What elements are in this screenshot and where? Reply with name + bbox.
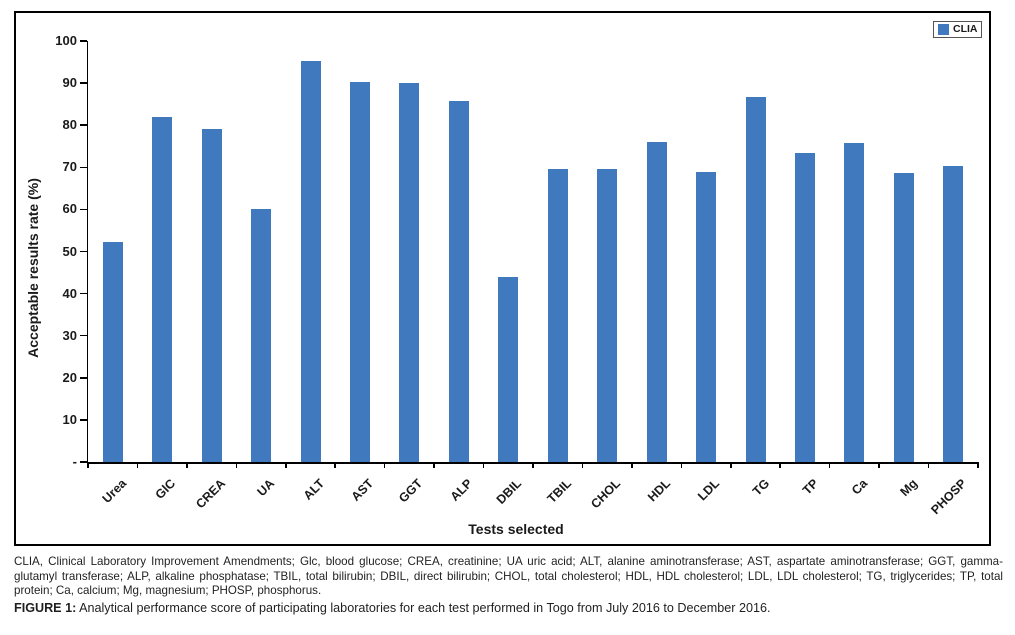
x-tick — [581, 462, 584, 468]
x-tick — [433, 462, 435, 468]
y-tick — [80, 124, 87, 126]
bar-ua — [251, 209, 272, 462]
y-tick — [80, 82, 87, 84]
y-tick-label: 90 — [62, 75, 77, 91]
x-tick — [235, 462, 238, 468]
y-tick-label: 100 — [55, 33, 77, 48]
bar-ast — [349, 82, 370, 462]
figure-caption-text: Analytical performance score of particip… — [76, 601, 771, 615]
bar-glc — [152, 116, 173, 462]
x-tick — [631, 462, 633, 468]
x-tick — [334, 462, 336, 468]
y-tick-label: 40 — [62, 285, 77, 301]
y-tick-label: 60 — [62, 201, 77, 217]
y-tick-label: 70 — [62, 159, 77, 175]
y-tick — [80, 292, 87, 295]
bar-dbil — [498, 276, 519, 462]
x-tick — [977, 462, 979, 468]
y-tick-label: - — [72, 454, 77, 469]
x-tick — [186, 462, 188, 468]
y-tick-label: 30 — [62, 327, 77, 343]
x-tick — [285, 462, 287, 468]
legend-swatch-clia — [938, 24, 949, 35]
bar-phosp — [943, 166, 964, 462]
y-tick — [80, 461, 87, 463]
x-tick — [383, 462, 386, 468]
y-tick — [80, 40, 87, 42]
legend-label: CLIA — [953, 23, 978, 36]
x-tick — [878, 462, 880, 468]
bar-ca — [844, 142, 865, 462]
x-tick — [779, 462, 781, 468]
y-tick-label: 80 — [62, 117, 77, 133]
x-tick — [730, 462, 732, 468]
x-tick — [828, 462, 831, 468]
y-tick-label: 20 — [62, 369, 77, 385]
y-tick — [80, 166, 87, 169]
y-tick — [80, 250, 87, 253]
figure-footnote: CLIA, Clinical Laboratory Improvement Am… — [14, 555, 1003, 598]
figure-caption: FIGURE 1: Analytical performance score o… — [14, 601, 1003, 616]
x-tick — [532, 462, 534, 468]
x-axis-title: Tests selected — [468, 521, 564, 537]
bar-ldl — [696, 172, 717, 462]
y-axis-line — [86, 41, 88, 464]
y-tick — [80, 377, 87, 379]
x-tick — [482, 462, 485, 468]
bar-mg — [893, 173, 914, 462]
bar-hdl — [646, 142, 667, 462]
y-tick-label: 10 — [62, 411, 77, 427]
x-tick — [927, 462, 930, 468]
bar-tbil — [547, 169, 568, 462]
bar-chol — [597, 168, 618, 462]
x-tick — [87, 462, 89, 468]
y-tick — [80, 334, 87, 337]
bar-crea — [201, 128, 222, 462]
x-tick — [136, 462, 139, 468]
bar-alp — [448, 101, 469, 462]
y-tick — [80, 208, 87, 211]
bar-tg — [745, 96, 766, 462]
bar-alt — [300, 61, 321, 462]
y-tick-label: 50 — [62, 243, 77, 259]
figure-caption-label: FIGURE 1: — [14, 601, 77, 615]
legend: CLIA — [933, 21, 982, 38]
bar-tp — [794, 152, 815, 462]
bar-urea — [102, 242, 123, 462]
bar-ggt — [399, 83, 420, 462]
x-tick — [680, 462, 683, 468]
y-tick — [80, 419, 87, 421]
